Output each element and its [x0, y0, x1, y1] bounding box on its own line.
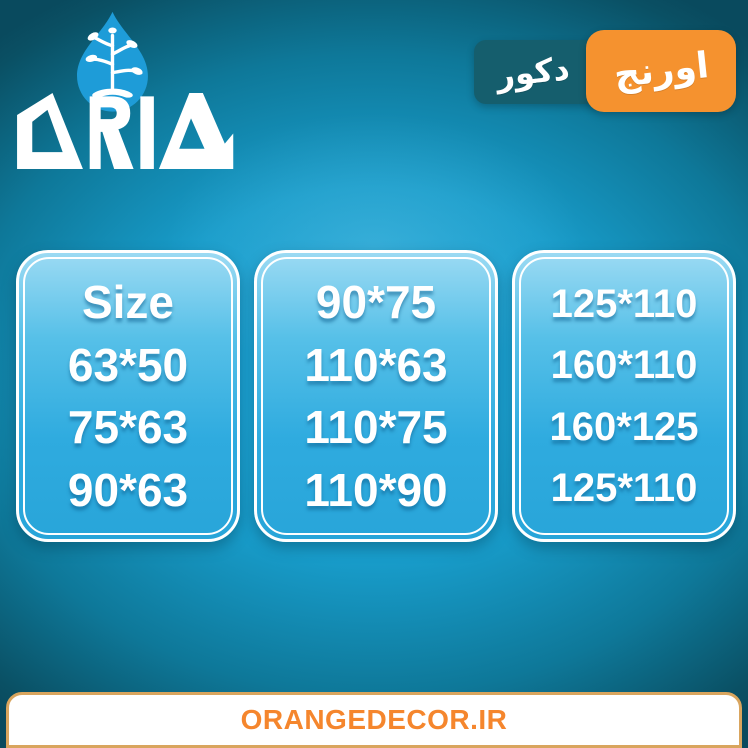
- size-row: 125*110: [550, 282, 698, 327]
- size-row: 125*110: [550, 465, 698, 510]
- dria-logo: [12, 4, 240, 182]
- website-url: ORANGEDECOR.IR: [240, 704, 508, 735]
- size-card-3: 125*110 160*110 160*125 125*110: [512, 250, 736, 542]
- size-row: 160*110: [550, 343, 698, 388]
- tree-leaves: [85, 27, 143, 98]
- size-row: 63*50: [67, 338, 189, 391]
- size-card-2: 90*75 110*63 110*75 110*90: [254, 250, 498, 542]
- size-card-header: Size: [81, 276, 175, 329]
- size-row: 75*63: [67, 401, 189, 454]
- size-row: 90*63: [67, 463, 189, 516]
- dria-letters: [17, 93, 234, 169]
- size-card-1: Size 63*50 75*63 90*63: [16, 250, 240, 542]
- size-row: 160*125: [549, 404, 699, 449]
- footer-bar: ORANGEDECOR.IR: [6, 692, 742, 748]
- size-row: 110*75: [304, 401, 448, 454]
- orange-decor-badge: دکور اورنج: [474, 26, 736, 118]
- size-card-1-rows: Size 63*50 75*63 90*63: [25, 263, 231, 529]
- size-row: 110*63: [304, 338, 448, 391]
- size-card-2-rows: 90*75 110*63 110*75 110*90: [263, 263, 489, 529]
- size-card-3-rows: 125*110 160*110 160*125 125*110: [521, 263, 727, 529]
- size-row: 90*75: [315, 276, 437, 329]
- tree-icon: [92, 33, 137, 92]
- badge-word-orange: اورنج: [611, 45, 711, 96]
- size-row: 110*90: [304, 463, 448, 516]
- badge-orange-block: اورنج: [586, 30, 736, 112]
- badge-word-decor: دکور: [494, 49, 572, 95]
- size-cards: Size 63*50 75*63 90*63 90*75 110*63 110*…: [16, 250, 736, 542]
- water-drop-icon: [77, 11, 148, 112]
- dria-logo-graphic: [17, 11, 234, 169]
